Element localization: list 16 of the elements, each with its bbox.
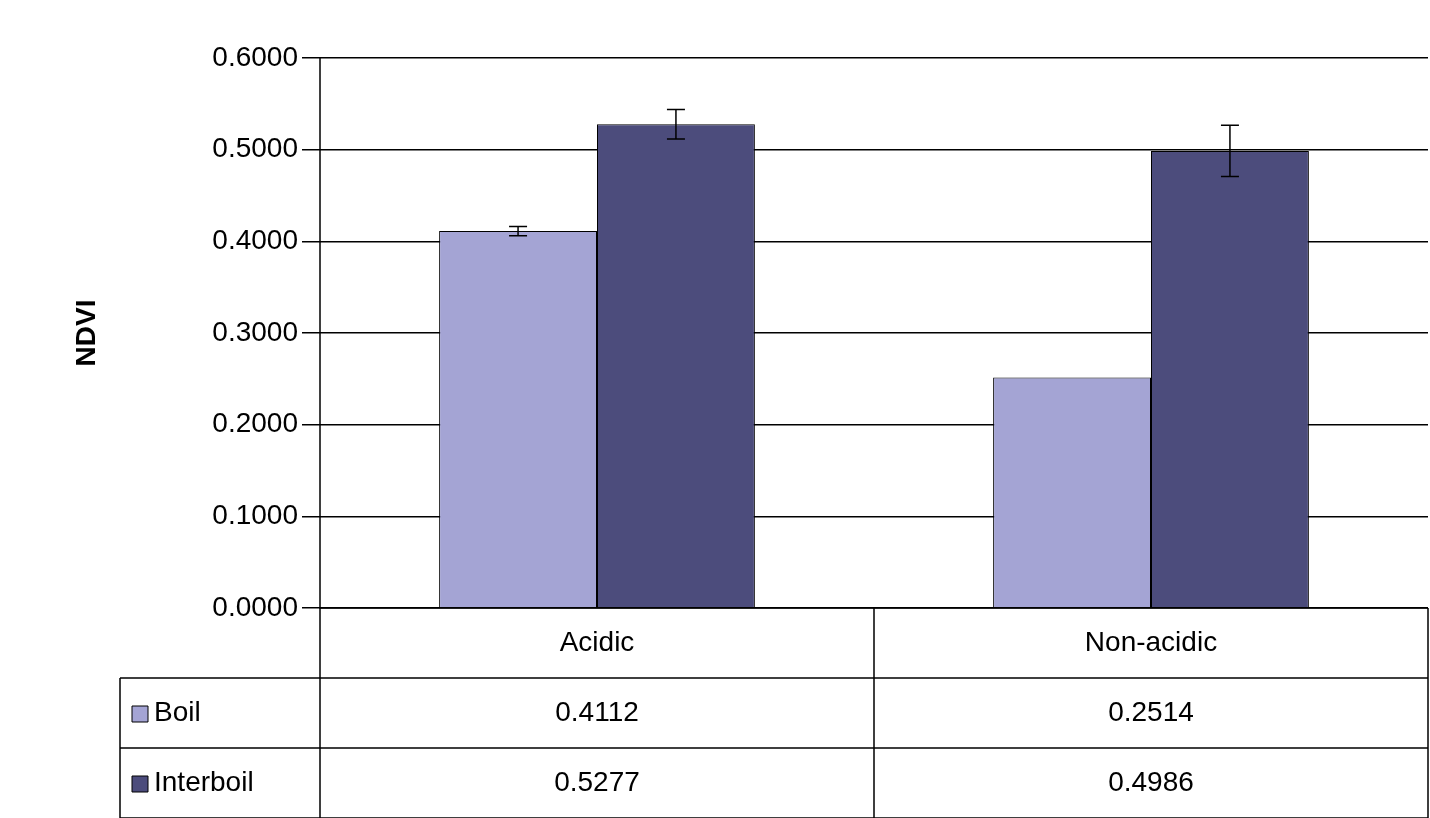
x-tick-label: Non-acidic <box>1084 625 1218 657</box>
data-label: 0.4112 <box>555 695 639 727</box>
y-tick-label: 0.6000 <box>212 40 298 72</box>
data-label: 0.4986 <box>1108 765 1194 797</box>
x-tick-label: Acidic <box>559 625 635 657</box>
y-tick-label: 0.5000 <box>212 132 298 164</box>
legend-label: Interboil <box>154 765 254 797</box>
y-tick-label: 0.0000 <box>212 590 298 622</box>
legend-label: Boil <box>154 695 201 727</box>
data-label: 0.5277 <box>554 765 640 797</box>
y-tick-label: 0.4000 <box>212 224 298 256</box>
y-axis-title: NDVI <box>69 299 101 367</box>
data-label: 0.2514 <box>1108 695 1194 727</box>
y-tick-label: 0.2000 <box>212 407 298 439</box>
y-tick-label: 0.1000 <box>212 499 298 531</box>
y-tick-label: 0.3000 <box>212 315 298 347</box>
